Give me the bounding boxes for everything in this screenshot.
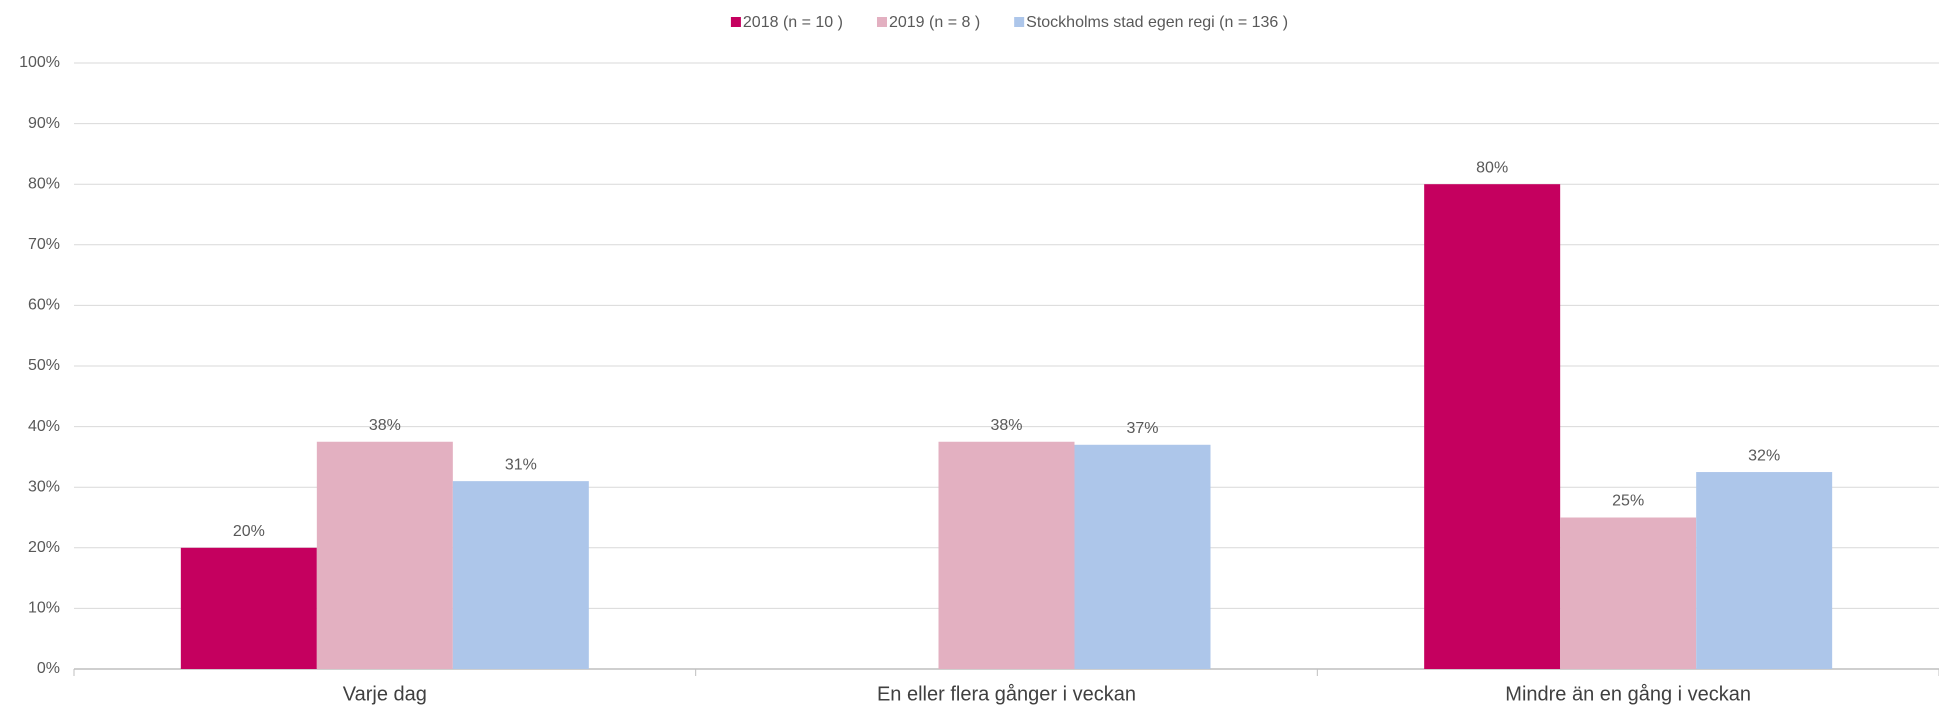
bar (1560, 517, 1697, 669)
legend-swatch (1014, 17, 1025, 27)
y-tick-label: 90% (28, 115, 60, 132)
data-label: 37% (1126, 420, 1158, 437)
y-tick-label: 10% (28, 600, 60, 617)
bar (180, 547, 317, 669)
bar (1696, 472, 1833, 669)
legend-label: 2018 (n = 10 ) (743, 14, 843, 31)
data-label: 38% (990, 417, 1022, 434)
data-label: 38% (369, 417, 401, 434)
bar (938, 441, 1075, 669)
x-tick-label: Mindre än en gång i veckan (1505, 683, 1751, 705)
y-tick-label: 80% (28, 175, 60, 192)
legend-swatch (876, 17, 887, 27)
data-label: 80% (1476, 159, 1508, 176)
data-label: 20% (233, 523, 265, 540)
x-tick-label: Varje dag (343, 683, 427, 705)
bar (1424, 184, 1561, 669)
x-tick-label: En eller flera gånger i veckan (877, 683, 1136, 705)
y-tick-label: 50% (28, 357, 60, 374)
data-label: 31% (505, 456, 537, 473)
y-tick-label: 100% (19, 54, 60, 71)
bar (316, 441, 453, 669)
y-tick-label: 20% (28, 539, 60, 556)
y-tick-label: 30% (28, 478, 60, 495)
bar (452, 481, 589, 669)
y-tick-label: 70% (28, 236, 60, 253)
y-tick-label: 0% (37, 660, 60, 677)
data-label: 25% (1612, 493, 1644, 510)
data-label: 32% (1748, 447, 1780, 464)
y-tick-label: 40% (28, 418, 60, 435)
bar (1074, 444, 1211, 669)
legend-swatch (730, 17, 741, 27)
legend-label: Stockholms stad egen regi (n = 136 ) (1026, 14, 1288, 31)
legend-label: 2019 (n = 8 ) (889, 14, 980, 31)
y-tick-label: 60% (28, 297, 60, 314)
